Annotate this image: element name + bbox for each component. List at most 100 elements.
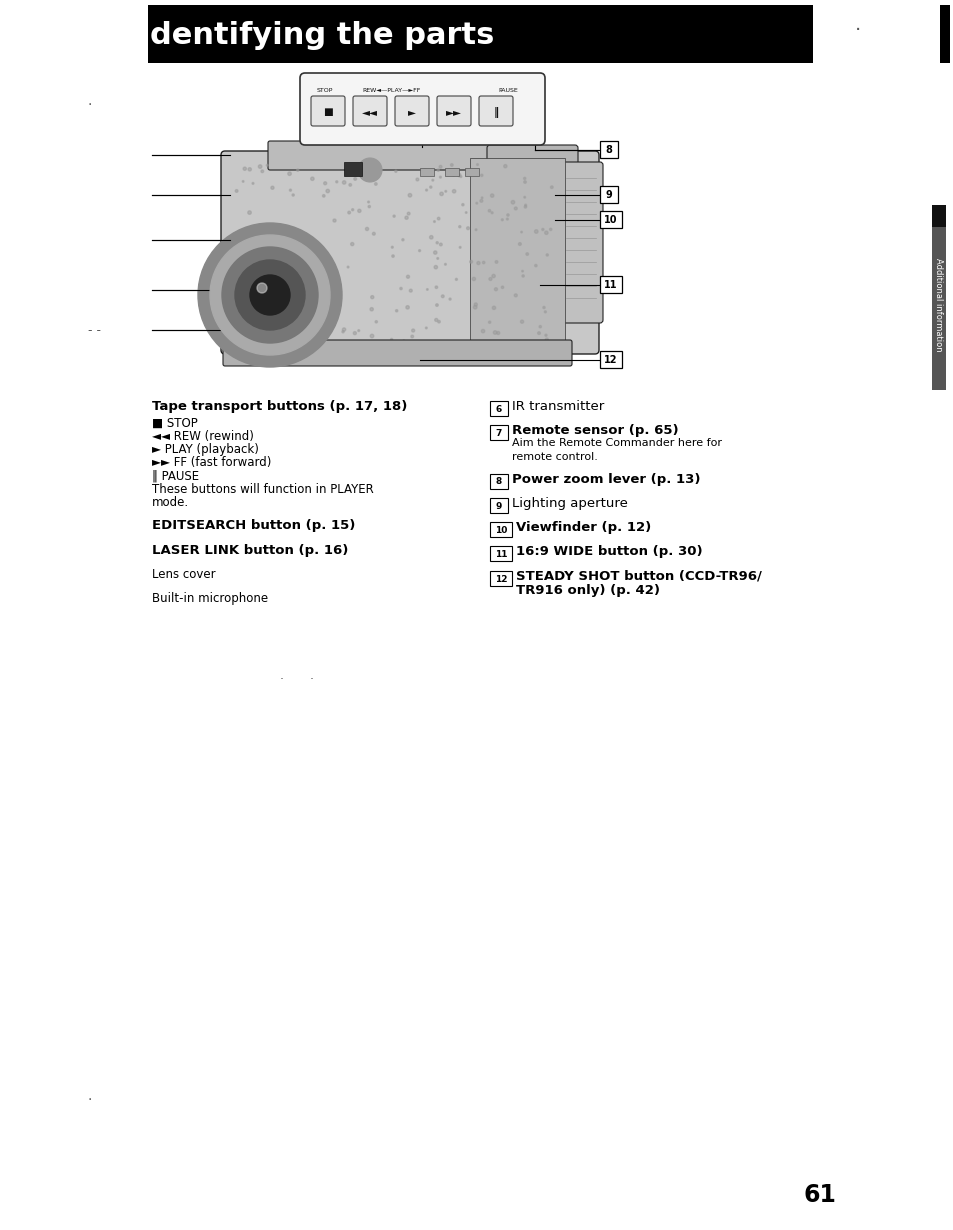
Circle shape	[435, 287, 437, 289]
Bar	[490, 498, 507, 513]
Circle shape	[243, 167, 246, 170]
Circle shape	[401, 239, 403, 241]
Text: IR transmitter: IR transmitter	[512, 400, 603, 413]
Text: ·: ·	[310, 674, 314, 686]
Circle shape	[390, 338, 393, 341]
Text: REW◄—PLAY—►FF: REW◄—PLAY—►FF	[362, 89, 420, 93]
Circle shape	[481, 330, 484, 333]
Circle shape	[375, 183, 376, 186]
Bar	[599, 186, 618, 203]
Circle shape	[444, 263, 446, 266]
Circle shape	[438, 165, 441, 169]
Bar	[599, 212, 621, 228]
FancyBboxPatch shape	[268, 141, 541, 170]
Bar	[939, 5, 949, 63]
Circle shape	[198, 223, 341, 367]
Circle shape	[288, 172, 291, 176]
Circle shape	[506, 214, 509, 216]
Circle shape	[517, 242, 520, 246]
Circle shape	[466, 226, 469, 230]
Text: Remote sensor (p. 65): Remote sensor (p. 65)	[512, 424, 678, 437]
Circle shape	[250, 276, 290, 315]
Circle shape	[258, 165, 261, 169]
Circle shape	[544, 231, 547, 235]
Circle shape	[437, 321, 440, 323]
Text: ►►: ►►	[446, 107, 461, 117]
Bar	[490, 474, 507, 488]
Bar	[599, 141, 618, 157]
Circle shape	[292, 194, 294, 196]
Text: 11: 11	[603, 280, 618, 290]
Circle shape	[256, 283, 267, 293]
Circle shape	[271, 186, 274, 189]
Circle shape	[436, 169, 439, 171]
Circle shape	[406, 276, 409, 278]
Circle shape	[452, 189, 456, 193]
Circle shape	[461, 204, 463, 205]
Circle shape	[545, 253, 548, 256]
Bar	[490, 522, 512, 538]
Circle shape	[493, 331, 497, 335]
Text: - -: - -	[88, 323, 101, 337]
Circle shape	[497, 331, 499, 335]
Text: Built-in microphone: Built-in microphone	[152, 592, 268, 605]
Text: These buttons will function in PLAYER: These buttons will function in PLAYER	[152, 482, 374, 496]
Circle shape	[492, 306, 496, 310]
Text: Additional information: Additional information	[934, 258, 943, 352]
Text: 10: 10	[495, 526, 507, 535]
Text: 11: 11	[495, 550, 507, 560]
Text: 61: 61	[802, 1183, 836, 1207]
Circle shape	[370, 335, 374, 338]
Text: 8: 8	[605, 145, 612, 155]
Circle shape	[465, 212, 467, 213]
Circle shape	[538, 326, 541, 328]
Bar	[344, 162, 361, 176]
Circle shape	[393, 215, 395, 218]
Text: TR916 only) (p. 42): TR916 only) (p. 42)	[516, 584, 659, 597]
Circle shape	[341, 331, 344, 333]
Circle shape	[476, 202, 477, 204]
Circle shape	[349, 183, 352, 186]
Circle shape	[416, 178, 418, 181]
Circle shape	[450, 164, 453, 166]
Circle shape	[357, 209, 360, 213]
Text: ◄◄ REW (rewind): ◄◄ REW (rewind)	[152, 430, 253, 443]
Circle shape	[351, 242, 354, 246]
Circle shape	[520, 231, 522, 232]
Circle shape	[210, 235, 330, 355]
Circle shape	[534, 264, 537, 267]
Circle shape	[296, 169, 298, 171]
Text: 9: 9	[605, 189, 612, 200]
Circle shape	[506, 218, 508, 220]
Circle shape	[503, 165, 506, 167]
Circle shape	[433, 220, 435, 223]
Circle shape	[459, 176, 461, 177]
Circle shape	[489, 278, 492, 280]
Text: ►: ►	[408, 107, 416, 117]
Text: ►► FF (fast forward): ►► FF (fast forward)	[152, 456, 271, 470]
Circle shape	[425, 189, 427, 191]
Circle shape	[449, 298, 451, 300]
Circle shape	[368, 205, 370, 208]
Circle shape	[514, 294, 517, 296]
Text: 12: 12	[603, 355, 618, 365]
Circle shape	[436, 304, 437, 306]
Bar	[464, 169, 478, 176]
Text: 10: 10	[603, 215, 618, 225]
Circle shape	[544, 335, 546, 336]
Bar	[444, 169, 458, 176]
Text: mode.: mode.	[152, 496, 189, 509]
Text: ·: ·	[88, 1093, 92, 1107]
Circle shape	[357, 157, 381, 182]
Circle shape	[436, 257, 438, 260]
Text: remote control.: remote control.	[512, 451, 598, 461]
Text: ‖ PAUSE: ‖ PAUSE	[152, 470, 199, 482]
Circle shape	[352, 209, 354, 210]
Text: ·: ·	[854, 21, 861, 39]
Circle shape	[395, 310, 397, 312]
Circle shape	[399, 288, 402, 290]
Circle shape	[391, 246, 393, 248]
Circle shape	[500, 287, 503, 289]
Circle shape	[480, 175, 482, 176]
Circle shape	[411, 335, 413, 338]
